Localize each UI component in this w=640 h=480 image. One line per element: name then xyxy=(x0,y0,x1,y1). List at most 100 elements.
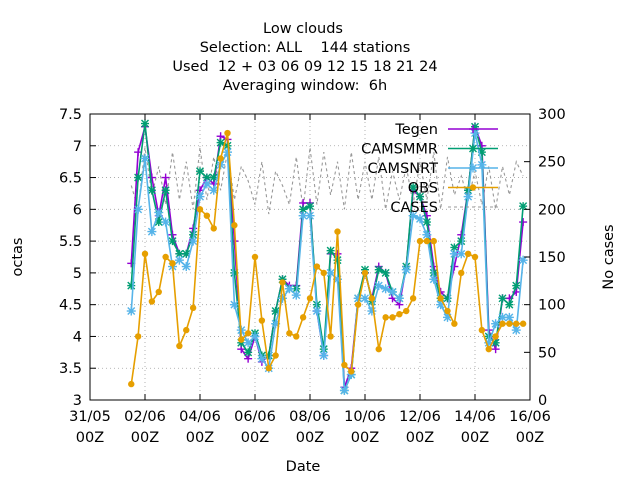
data-point xyxy=(229,300,239,310)
data-point xyxy=(176,342,183,350)
data-point xyxy=(458,269,465,277)
data-point xyxy=(381,268,390,277)
data-point xyxy=(382,314,389,321)
title-line-2: Selection: ALL 144 stations xyxy=(200,40,411,56)
data-point xyxy=(327,333,334,340)
legend-item: OBS xyxy=(408,181,498,197)
data-point xyxy=(168,237,177,246)
data-point xyxy=(147,173,156,182)
data-point xyxy=(409,295,417,302)
y-tick-label: 6 xyxy=(73,202,82,218)
data-point xyxy=(140,153,150,163)
data-point xyxy=(154,208,164,218)
data-point xyxy=(348,368,355,375)
legend-label: CAMSMMR xyxy=(361,142,438,158)
series-line xyxy=(130,132,524,385)
data-point xyxy=(141,119,149,128)
data-point xyxy=(381,284,391,294)
data-point xyxy=(128,380,135,388)
data-point xyxy=(174,255,184,265)
data-point xyxy=(196,206,204,213)
data-point xyxy=(183,326,190,334)
data-point xyxy=(341,361,348,369)
x-tick-label-hour: 00Z xyxy=(351,430,379,446)
x-tick-label-date: 08/06 xyxy=(289,409,331,425)
series-layer xyxy=(126,119,528,395)
data-point xyxy=(312,306,322,316)
data-point xyxy=(361,269,369,277)
data-point xyxy=(498,312,507,322)
y-tick-label: 7.5 xyxy=(59,107,82,123)
data-point xyxy=(217,155,224,162)
data-point xyxy=(223,147,232,157)
data-point xyxy=(126,306,136,316)
data-point xyxy=(127,281,136,290)
data-point xyxy=(374,281,384,291)
data-point xyxy=(141,250,149,258)
data-point xyxy=(485,345,492,353)
data-point xyxy=(468,163,478,173)
y2-tick-label: 150 xyxy=(538,250,566,266)
x-tick-label-hour: 00Z xyxy=(516,430,544,446)
data-point xyxy=(456,249,466,259)
data-point xyxy=(478,326,486,334)
data-point xyxy=(272,352,279,359)
data-point xyxy=(203,212,211,219)
data-point xyxy=(305,211,315,221)
data-point xyxy=(188,236,198,246)
data-point xyxy=(279,279,286,286)
data-point xyxy=(403,307,410,315)
data-point xyxy=(389,314,396,321)
x-tick-label-date: 02/06 xyxy=(124,409,166,425)
data-point xyxy=(258,317,266,324)
x-tick-label-date: 06/06 xyxy=(234,409,276,425)
data-point xyxy=(251,253,259,261)
y-tick-label: 6.5 xyxy=(59,171,82,187)
y2-tick-label: 250 xyxy=(538,155,566,171)
data-point xyxy=(224,129,231,137)
data-point xyxy=(469,144,477,153)
data-point xyxy=(231,222,238,229)
data-point xyxy=(181,262,191,272)
data-point xyxy=(396,311,403,318)
legend: Tegen CAMSMMR CAMSNRT OBS CASES xyxy=(361,122,498,216)
data-point xyxy=(155,288,162,296)
data-point xyxy=(196,167,204,176)
y2-tick-label: 50 xyxy=(538,345,556,361)
data-point xyxy=(492,333,499,340)
data-point xyxy=(408,211,418,221)
data-point xyxy=(513,320,520,327)
data-point xyxy=(491,319,501,329)
y-tick-label: 5.5 xyxy=(59,234,82,250)
y-axis-label: octas xyxy=(10,238,26,277)
data-point xyxy=(265,365,272,372)
y-tick-label: 4.5 xyxy=(59,298,82,314)
data-point xyxy=(147,186,156,195)
x-tick-label-hour: 00Z xyxy=(186,430,214,446)
data-point xyxy=(189,304,197,312)
data-point xyxy=(519,202,528,211)
y2-tick-label: 0 xyxy=(538,393,547,409)
x-tick-label-date: 10/06 xyxy=(344,409,386,425)
data-point xyxy=(133,204,143,214)
data-point xyxy=(457,237,466,246)
data-point xyxy=(148,298,156,305)
data-point xyxy=(313,263,321,270)
data-point xyxy=(320,269,327,277)
y2-tick-label: 100 xyxy=(538,298,566,314)
y-tick-label: 4 xyxy=(73,329,82,345)
data-point xyxy=(299,314,307,321)
data-point xyxy=(519,320,527,327)
data-point xyxy=(250,331,260,341)
x-tick-label-date: 16/06 xyxy=(509,409,551,425)
x-tick-label-hour: 00Z xyxy=(296,430,324,446)
data-point xyxy=(216,138,225,147)
data-point xyxy=(471,253,479,261)
data-point xyxy=(238,336,245,343)
data-point xyxy=(354,301,362,308)
data-point xyxy=(463,192,473,202)
data-point xyxy=(415,214,425,224)
data-point xyxy=(161,173,170,182)
data-point xyxy=(469,125,477,133)
data-point xyxy=(451,320,458,327)
